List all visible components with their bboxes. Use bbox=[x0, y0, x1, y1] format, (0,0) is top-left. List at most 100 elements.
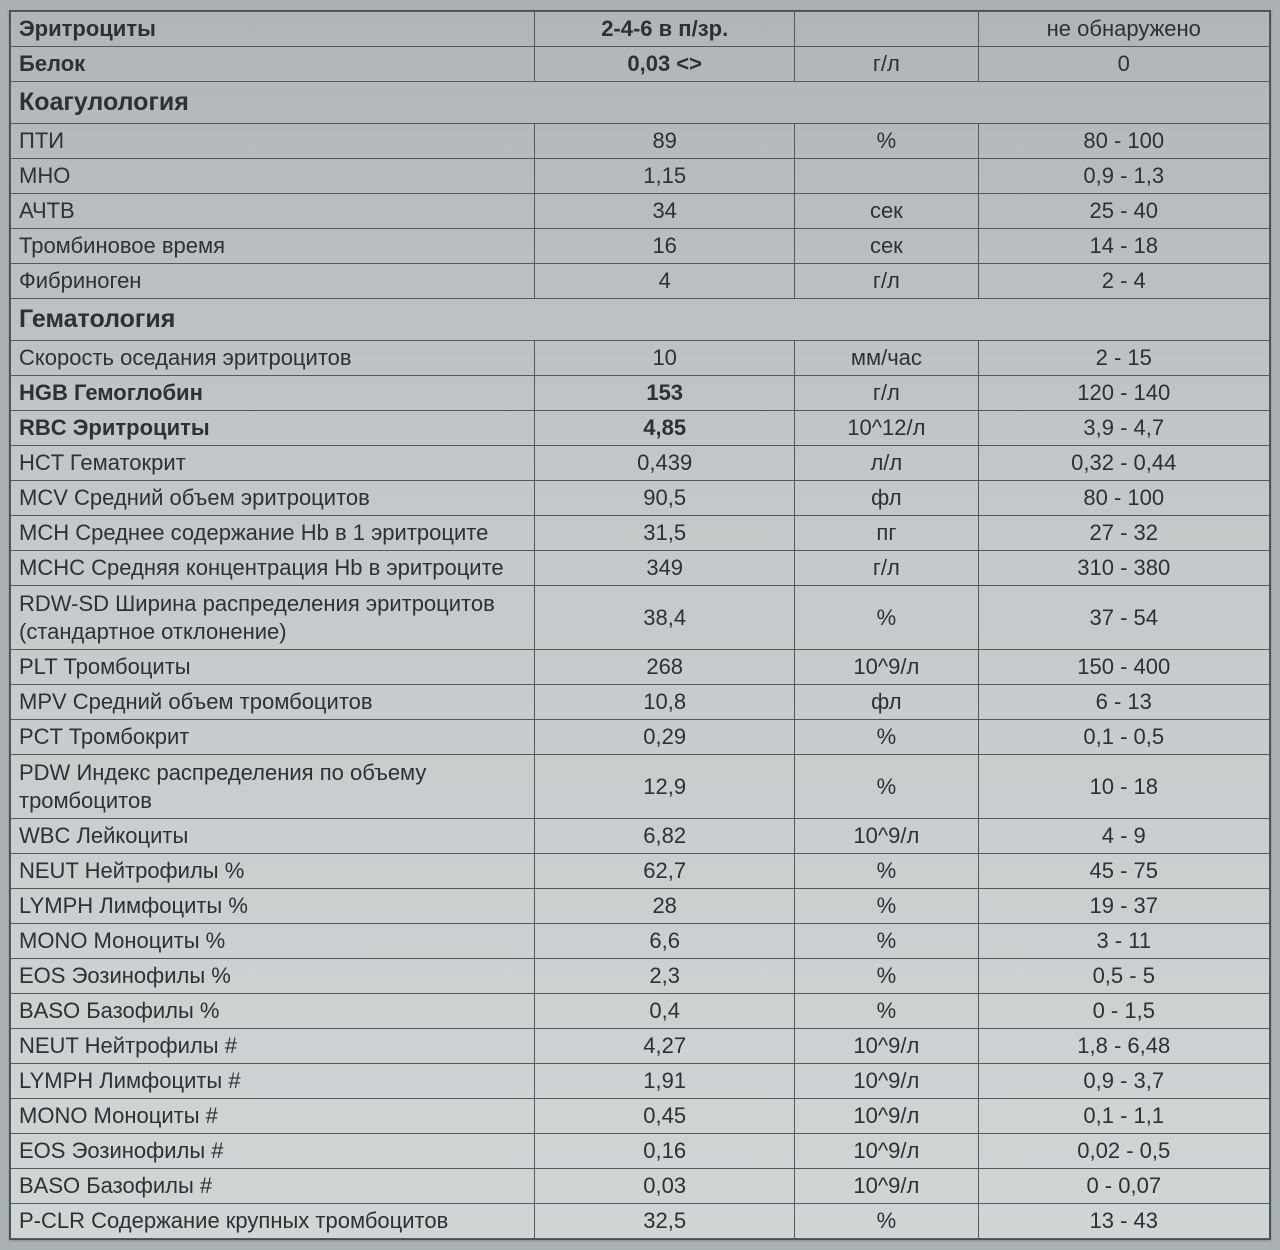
cell-value: 4,85 bbox=[535, 411, 795, 446]
lab-report-sheet: Эритроциты2-4-6 в п/зр.не обнаруженоБело… bbox=[9, 10, 1271, 1240]
cell-value: 0,439 bbox=[535, 446, 795, 481]
cell-unit: % bbox=[795, 720, 978, 755]
table-row: АЧТВ34сек25 - 40 bbox=[11, 194, 1270, 229]
cell-value: 16 bbox=[535, 229, 795, 264]
cell-range: 0,1 - 1,1 bbox=[978, 1099, 1269, 1134]
cell-name: EOS Эозинофилы # bbox=[11, 1134, 535, 1169]
cell-name: АЧТВ bbox=[11, 194, 535, 229]
cell-value: 0,29 bbox=[535, 720, 795, 755]
cell-value: 38,4 bbox=[535, 586, 795, 650]
table-row: Фибриноген4г/л2 - 4 bbox=[11, 264, 1270, 299]
cell-value: 10 bbox=[535, 341, 795, 376]
cell-name: BASO Базофилы % bbox=[11, 994, 535, 1029]
cell-range: 120 - 140 bbox=[978, 376, 1269, 411]
cell-unit: % bbox=[795, 124, 978, 159]
table-row: BASO Базофилы #0,0310^9/л0 - 0,07 bbox=[11, 1169, 1270, 1204]
cell-value: 2,3 bbox=[535, 959, 795, 994]
cell-name: Фибриноген bbox=[11, 264, 535, 299]
cell-range: 3 - 11 bbox=[978, 924, 1269, 959]
cell-unit: % bbox=[795, 924, 978, 959]
cell-name: EOS Эозинофилы % bbox=[11, 959, 535, 994]
table-row: Скорость оседания эритроцитов10мм/час2 -… bbox=[11, 341, 1270, 376]
cell-unit: 10^9/л bbox=[795, 1134, 978, 1169]
table-row: LYMPH Лимфоциты #1,9110^9/л0,9 - 3,7 bbox=[11, 1064, 1270, 1099]
table-row: EOS Эозинофилы %2,3%0,5 - 5 bbox=[11, 959, 1270, 994]
table-row: HCT Гематокрит0,439л/л0,32 - 0,44 bbox=[11, 446, 1270, 481]
cell-unit: фл bbox=[795, 481, 978, 516]
cell-unit: 10^9/л bbox=[795, 1064, 978, 1099]
cell-unit: фл bbox=[795, 685, 978, 720]
cell-name: PLT Тромбоциты bbox=[11, 650, 535, 685]
table-row: MCH Среднее содержание Hb в 1 эритроците… bbox=[11, 516, 1270, 551]
cell-unit: % bbox=[795, 889, 978, 924]
table-row: Тромбиновое время16сек14 - 18 bbox=[11, 229, 1270, 264]
cell-range: 0,32 - 0,44 bbox=[978, 446, 1269, 481]
cell-range: 0,9 - 1,3 bbox=[978, 159, 1269, 194]
cell-name: NEUT Нейтрофилы # bbox=[11, 1029, 535, 1064]
cell-name: MCH Среднее содержание Hb в 1 эритроците bbox=[11, 516, 535, 551]
cell-unit: 10^12/л bbox=[795, 411, 978, 446]
cell-range: не обнаружено bbox=[978, 12, 1269, 47]
cell-value: 349 bbox=[535, 551, 795, 586]
cell-range: 3,9 - 4,7 bbox=[978, 411, 1269, 446]
section-header: Коагулология bbox=[11, 82, 1270, 124]
cell-value: 34 bbox=[535, 194, 795, 229]
cell-value: 90,5 bbox=[535, 481, 795, 516]
cell-value: 62,7 bbox=[535, 854, 795, 889]
cell-name: LYMPH Лимфоциты # bbox=[11, 1064, 535, 1099]
cell-value: 153 bbox=[535, 376, 795, 411]
cell-unit: пг bbox=[795, 516, 978, 551]
table-row: PLT Тромбоциты26810^9/л150 - 400 bbox=[11, 650, 1270, 685]
cell-value: 4 bbox=[535, 264, 795, 299]
table-row: MONO Моноциты #0,4510^9/л0,1 - 1,1 bbox=[11, 1099, 1270, 1134]
table-row: EOS Эозинофилы #0,1610^9/л0,02 - 0,5 bbox=[11, 1134, 1270, 1169]
cell-value: 1,91 bbox=[535, 1064, 795, 1099]
cell-range: 27 - 32 bbox=[978, 516, 1269, 551]
table-row: WBC Лейкоциты6,8210^9/л4 - 9 bbox=[11, 819, 1270, 854]
cell-unit: % bbox=[795, 959, 978, 994]
cell-name: MCHC Средняя концентрация Hb в эритроцит… bbox=[11, 551, 535, 586]
cell-name: Скорость оседания эритроцитов bbox=[11, 341, 535, 376]
cell-value: 0,03 bbox=[535, 1169, 795, 1204]
cell-unit: % bbox=[795, 994, 978, 1029]
cell-name: P-CLR Содержание крупных тромбоцитов bbox=[11, 1204, 535, 1239]
section-header: Гематология bbox=[11, 299, 1270, 341]
cell-range: 45 - 75 bbox=[978, 854, 1269, 889]
cell-value: 268 bbox=[535, 650, 795, 685]
table-row: Белок0,03 <>г/л0 bbox=[11, 47, 1270, 82]
table-row: HGB Гемоглобин153г/л120 - 140 bbox=[11, 376, 1270, 411]
cell-name: MONO Моноциты % bbox=[11, 924, 535, 959]
cell-unit: % bbox=[795, 586, 978, 650]
cell-unit: сек bbox=[795, 229, 978, 264]
cell-range: 2 - 4 bbox=[978, 264, 1269, 299]
cell-name: MPV Средний объем тромбоцитов bbox=[11, 685, 535, 720]
table-row: MPV Средний объем тромбоцитов10,8фл6 - 1… bbox=[11, 685, 1270, 720]
section-title: Коагулология bbox=[11, 82, 1270, 124]
cell-name: PCT Тромбокрит bbox=[11, 720, 535, 755]
table-row: RBC Эритроциты4,8510^12/л3,9 - 4,7 bbox=[11, 411, 1270, 446]
table-row: PCT Тромбокрит0,29%0,1 - 0,5 bbox=[11, 720, 1270, 755]
cell-range: 0 - 1,5 bbox=[978, 994, 1269, 1029]
table-row: P-CLR Содержание крупных тромбоцитов32,5… bbox=[11, 1204, 1270, 1239]
cell-name: RBC Эритроциты bbox=[11, 411, 535, 446]
cell-range: 4 - 9 bbox=[978, 819, 1269, 854]
cell-range: 80 - 100 bbox=[978, 124, 1269, 159]
cell-unit: 10^9/л bbox=[795, 650, 978, 685]
cell-value: 28 bbox=[535, 889, 795, 924]
cell-range: 13 - 43 bbox=[978, 1204, 1269, 1239]
cell-value: 2-4-6 в п/зр. bbox=[535, 12, 795, 47]
cell-value: 32,5 bbox=[535, 1204, 795, 1239]
table-row: LYMPH Лимфоциты %28%19 - 37 bbox=[11, 889, 1270, 924]
cell-value: 0,03 <> bbox=[535, 47, 795, 82]
section-title: Гематология bbox=[11, 299, 1270, 341]
table-row: RDW-SD Ширина распределения эритроцитов … bbox=[11, 586, 1270, 650]
cell-value: 31,5 bbox=[535, 516, 795, 551]
cell-range: 0,9 - 3,7 bbox=[978, 1064, 1269, 1099]
cell-name: NEUT Нейтрофилы % bbox=[11, 854, 535, 889]
cell-range: 10 - 18 bbox=[978, 755, 1269, 819]
cell-range: 80 - 100 bbox=[978, 481, 1269, 516]
table-row: MCV Средний объем эритроцитов90,5фл80 - … bbox=[11, 481, 1270, 516]
cell-unit: 10^9/л bbox=[795, 1099, 978, 1134]
table-row: ПТИ89%80 - 100 bbox=[11, 124, 1270, 159]
cell-value: 0,45 bbox=[535, 1099, 795, 1134]
